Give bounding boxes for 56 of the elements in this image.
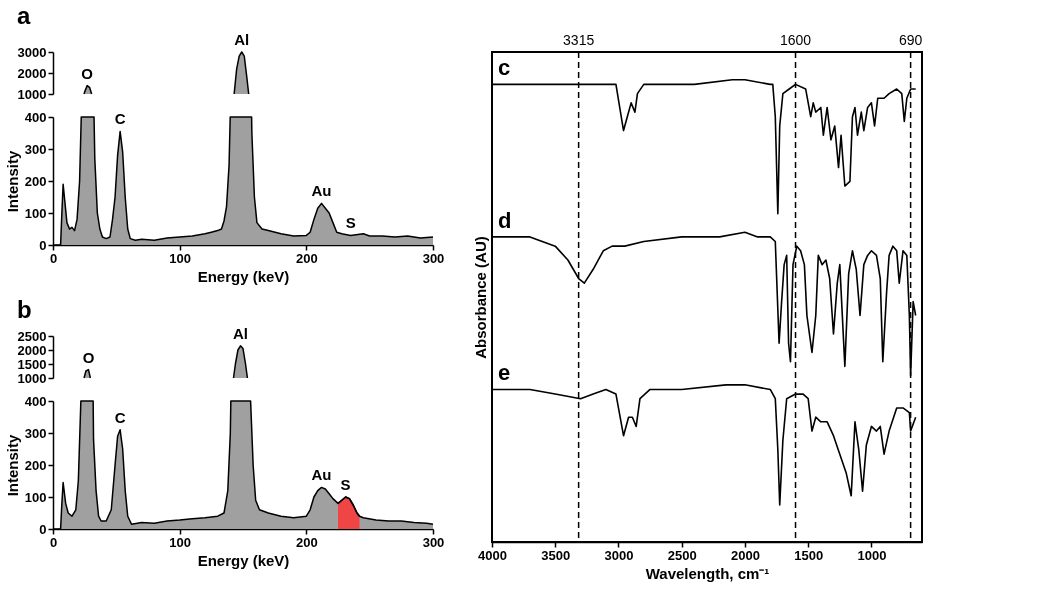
y-tick-label: 100 xyxy=(24,205,47,221)
chart-title: a xyxy=(17,2,32,29)
ref-line-label: 3315 xyxy=(563,32,595,48)
y-tick-label: 100 xyxy=(24,489,47,505)
x-tick-label: 3500 xyxy=(541,547,571,563)
x-axis-title: Energy (keV) xyxy=(197,267,290,285)
annotation: S xyxy=(340,476,351,493)
y-tick-label: 3000 xyxy=(17,44,47,60)
x-axis-title: Energy (keV) xyxy=(197,551,290,569)
x-tick-label: 2500 xyxy=(667,547,697,563)
annotation: Al xyxy=(232,324,248,342)
x-tick-label: 300 xyxy=(422,250,445,266)
y-tick-label: 200 xyxy=(24,173,47,189)
x-tick-label: 1000 xyxy=(857,547,887,563)
y-axis-title: Intensity xyxy=(3,150,21,213)
y-tick-label: 200 xyxy=(24,457,47,473)
annotation: C xyxy=(114,110,126,128)
x-axis-title: Wavelength, cm⁻¹ xyxy=(645,564,770,582)
y-tick-label: 2000 xyxy=(17,342,47,358)
annotation: Au xyxy=(311,182,332,200)
x-tick-label: 200 xyxy=(295,250,318,266)
x-tick-label: 0 xyxy=(49,250,58,266)
annotation: O xyxy=(81,64,94,82)
x-tick-label: 1500 xyxy=(794,547,824,563)
series-label: e xyxy=(498,360,511,386)
y-tick-label: 1500 xyxy=(17,356,47,372)
series-label: c xyxy=(498,55,511,81)
chart-title: b xyxy=(17,295,32,323)
x-tick-label: 4000 xyxy=(478,547,507,563)
ref-line-label: 1600 xyxy=(779,32,812,48)
y-tick-label: 2500 xyxy=(17,328,47,344)
x-tick-label: 300 xyxy=(422,534,445,550)
ref-line-label: 690 xyxy=(898,32,923,48)
y-tick-label: 400 xyxy=(24,393,47,409)
annotation: Au xyxy=(311,466,332,484)
x-tick-label: 0 xyxy=(49,534,58,550)
y-tick-label: 1000 xyxy=(17,86,47,102)
y-tick-label: 400 xyxy=(24,109,47,125)
y-axis-title: Intensity xyxy=(3,434,21,497)
annotation: C xyxy=(114,408,126,426)
annotation: O xyxy=(82,348,95,366)
annotation: S xyxy=(345,214,356,232)
annotation: Al xyxy=(234,31,250,48)
y-tick-label: 300 xyxy=(24,425,47,441)
y-tick-label: 300 xyxy=(24,141,47,157)
y-tick-label: 0 xyxy=(39,237,47,253)
series-label: d xyxy=(498,207,512,233)
y-tick-label: 0 xyxy=(39,521,47,537)
x-tick-label: 200 xyxy=(295,534,318,550)
x-tick-label: 3000 xyxy=(604,547,634,563)
x-tick-label: 100 xyxy=(169,534,192,550)
y-tick-label: 2000 xyxy=(17,65,47,81)
y-axis-title: Absorbance (AU) xyxy=(471,236,489,359)
x-tick-label: 2000 xyxy=(730,547,760,563)
y-tick-label: 1000 xyxy=(17,370,47,386)
x-tick-label: 100 xyxy=(169,250,192,266)
